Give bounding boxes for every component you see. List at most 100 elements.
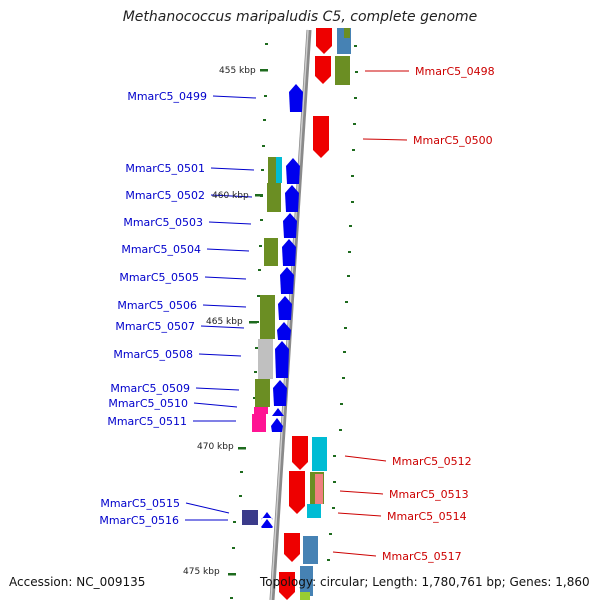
leader-line <box>208 221 252 225</box>
tick-mark <box>258 269 261 271</box>
leader-line <box>200 325 245 329</box>
leader-line <box>198 353 242 357</box>
tick-mark <box>345 301 348 303</box>
tick-mark <box>354 45 357 47</box>
gene-arrow-0518 <box>279 572 295 600</box>
tick-mark <box>255 347 258 349</box>
tick-mark <box>261 169 264 171</box>
tick-mark <box>263 119 266 121</box>
leader-line <box>210 194 253 198</box>
tick-mark <box>349 225 352 227</box>
gene-arrow-0505 <box>280 267 294 294</box>
leader-line <box>212 95 257 99</box>
tick-mark <box>257 295 260 297</box>
feature-bar <box>268 157 276 183</box>
label-0506[interactable]: MmarC5_0506 <box>117 299 197 312</box>
tick-mark <box>352 149 355 151</box>
label-0509[interactable]: MmarC5_0509 <box>110 382 190 395</box>
leader-line <box>204 276 247 280</box>
feature-bar <box>300 566 313 596</box>
tick-mark <box>264 95 267 97</box>
tick-mark <box>348 251 351 253</box>
gene-arrow-0497 <box>316 28 332 54</box>
tick-mark <box>327 559 330 561</box>
label-0510[interactable]: MmarC5_0510 <box>108 397 188 410</box>
tick-mark <box>351 201 354 203</box>
leader-line <box>339 490 384 495</box>
tick-mark <box>344 327 347 329</box>
gene-arrow-0500 <box>313 116 329 158</box>
feature-bar <box>258 339 273 379</box>
feature-bar <box>276 157 282 183</box>
tick-mark <box>233 521 236 523</box>
label-0503[interactable]: MmarC5_0503 <box>123 216 203 229</box>
label-0517[interactable]: MmarC5_0517 <box>382 550 462 563</box>
feature-bar <box>260 295 275 339</box>
kbp-label: 470 kbp <box>197 442 234 452</box>
feature-bar <box>264 238 278 266</box>
feature-bar <box>242 510 258 525</box>
tick-mark <box>262 145 265 147</box>
leader-line <box>344 455 387 462</box>
kbp-label: 465 kbp <box>206 317 243 327</box>
feature-bar <box>267 183 281 212</box>
leader-line <box>202 304 247 308</box>
gene-arrow-0516 <box>261 519 273 528</box>
label-0501[interactable]: MmarC5_0501 <box>125 162 205 175</box>
tick-mark <box>232 547 235 549</box>
label-0498[interactable]: MmarC5_0498 <box>415 65 495 78</box>
gene-labels: MmarC5_0499 MmarC5_0501 MmarC5_0502 MmarC5_… <box>99 65 494 563</box>
kbp-tick <box>255 194 263 197</box>
map-title: Methanococcus maripaludis C5, complete g… <box>122 9 478 25</box>
label-0499[interactable]: MmarC5_0499 <box>127 90 207 103</box>
leader-line <box>206 248 250 252</box>
feature-bar <box>312 437 327 471</box>
gene-arrow-0510 <box>272 408 284 416</box>
gene-arrow-0515 <box>261 512 273 520</box>
feature-bar <box>344 28 350 38</box>
leader-line <box>337 512 382 517</box>
tick-mark <box>342 377 345 379</box>
label-0511[interactable]: MmarC5_0511 <box>107 415 187 428</box>
kbp-tick <box>228 573 236 576</box>
label-0502[interactable]: MmarC5_0502 <box>125 189 205 202</box>
gene-arrow-0513 <box>289 471 305 514</box>
gene-arrow-0507 <box>277 322 291 340</box>
label-0515[interactable]: MmarC5_0515 <box>100 497 180 510</box>
feature-bar <box>255 379 270 407</box>
feature-bar <box>254 407 268 414</box>
label-0505[interactable]: MmarC5_0505 <box>119 271 199 284</box>
gene-arrow-0502 <box>285 185 299 212</box>
kbp-tick <box>238 447 246 450</box>
label-0508[interactable]: MmarC5_0508 <box>113 348 193 361</box>
tick-mark <box>353 123 356 125</box>
label-0513[interactable]: MmarC5_0513 <box>389 488 469 501</box>
gene-arrow-0511 <box>271 418 283 432</box>
label-0516[interactable]: MmarC5_0516 <box>99 514 179 527</box>
kbp-label: 475 kbp <box>183 567 220 577</box>
tick-mark <box>256 321 259 323</box>
tick-mark <box>259 245 262 247</box>
gene-arrow-0498 <box>315 56 331 84</box>
gene-arrow-0503 <box>283 213 297 238</box>
kbp-label: 455 kbp <box>219 66 256 76</box>
label-0514[interactable]: MmarC5_0514 <box>387 510 467 523</box>
label-0512[interactable]: MmarC5_0512 <box>392 455 472 468</box>
feature-bar <box>315 474 323 504</box>
label-0504[interactable]: MmarC5_0504 <box>121 243 201 256</box>
gene-arrow-0501 <box>286 158 300 184</box>
tick-mark <box>333 455 336 457</box>
accession-text: Accession: NC_009135 <box>9 575 146 589</box>
tick-mark <box>253 397 256 399</box>
tick-marks <box>230 43 358 599</box>
kbp-tick <box>260 69 268 72</box>
feature-bar <box>252 414 266 432</box>
leader-line <box>362 138 408 141</box>
tick-mark <box>254 371 257 373</box>
kbp-markers: 455 kbp 460 kbp 465 kbp 470 kbp 475 kbp <box>183 66 268 577</box>
leader-line <box>332 551 377 557</box>
label-0500[interactable]: MmarC5_0500 <box>413 134 493 147</box>
label-0507[interactable]: MmarC5_0507 <box>115 320 195 333</box>
leader-line <box>195 387 240 391</box>
